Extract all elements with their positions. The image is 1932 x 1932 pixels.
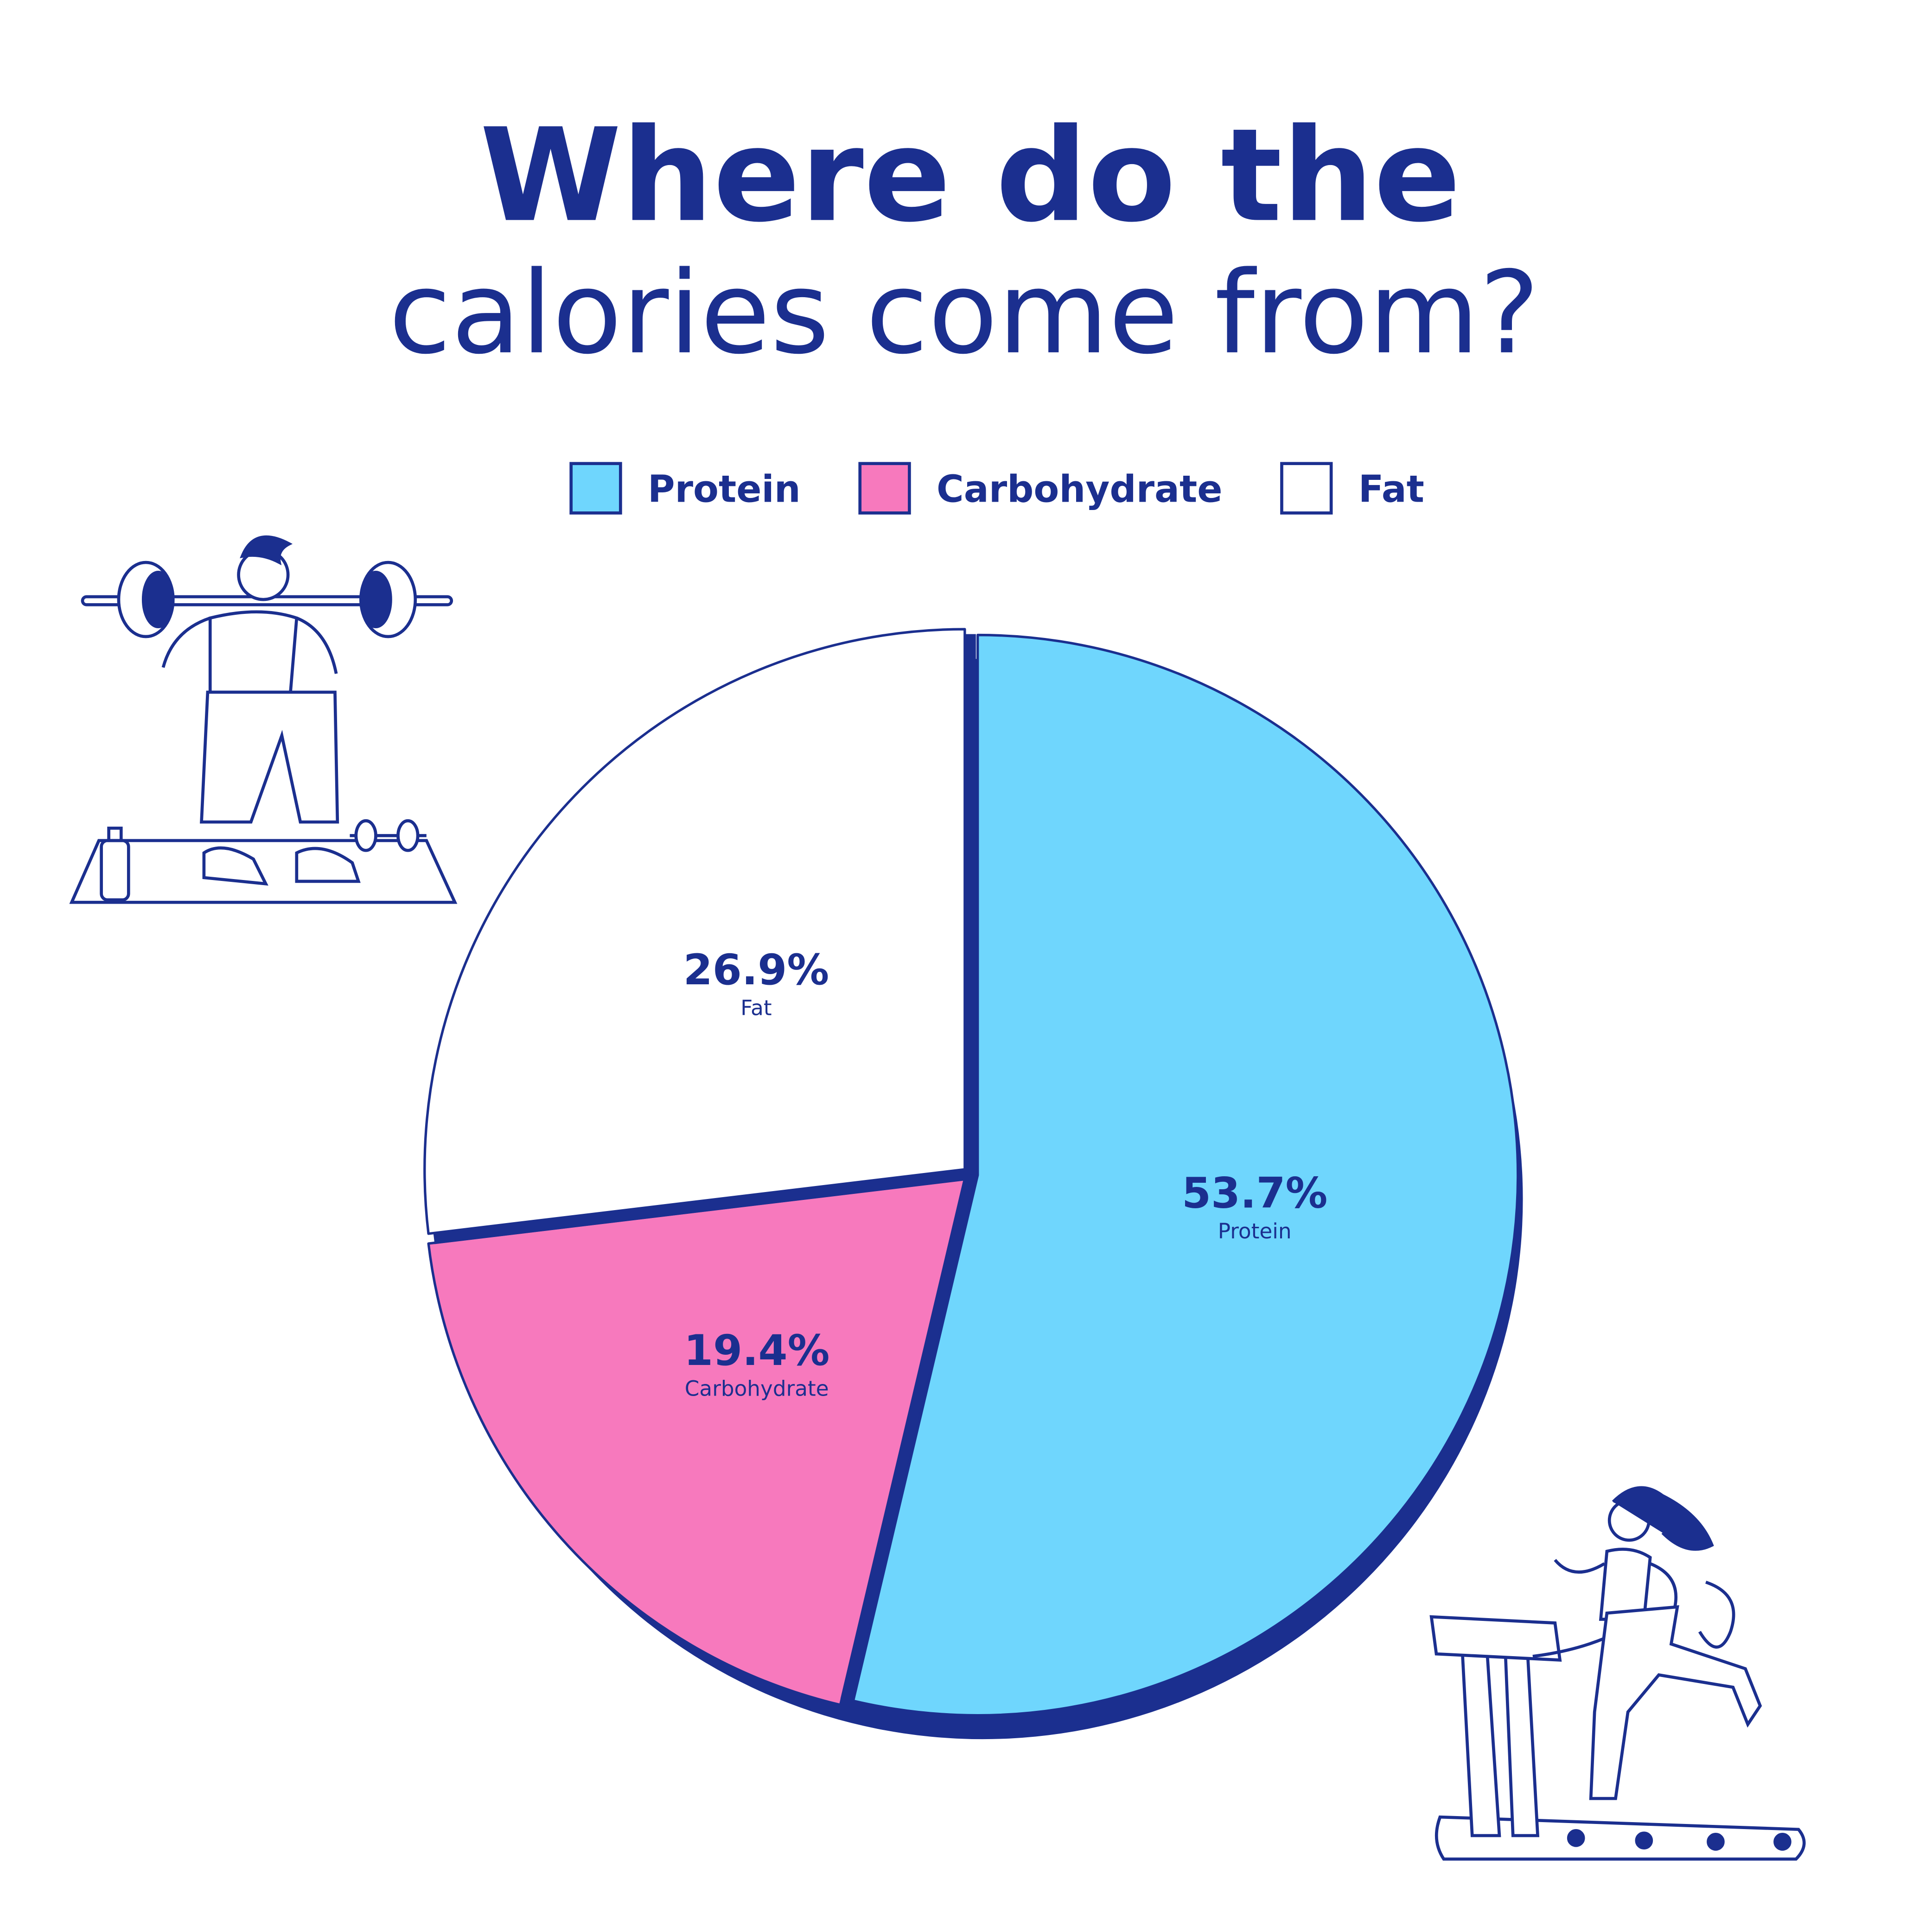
legend-label: Fat	[1358, 467, 1424, 510]
runner-illustration	[1429, 1486, 1806, 1861]
weightlifter-illustration	[69, 535, 458, 904]
legend-swatch	[569, 462, 622, 515]
pie-slice	[423, 628, 966, 1235]
slice-value-label: 26.9%	[683, 946, 829, 995]
slice-divider	[433, 1168, 971, 1244]
slice-value-label: 53.7%	[1182, 1169, 1327, 1218]
slice-value-label: 19.4%	[684, 1326, 829, 1375]
pie-slice	[852, 633, 1519, 1717]
pie-slice	[427, 1178, 966, 1706]
chart-subtitle: calories come from?	[389, 247, 1540, 379]
slice-divider	[840, 1173, 976, 1702]
legend-swatch	[858, 462, 911, 515]
slice-category-label: Fat	[740, 996, 772, 1020]
chart-title: Where do the	[480, 102, 1461, 251]
legend-swatch	[1280, 462, 1333, 515]
legend-label: Protein	[648, 467, 801, 510]
slice-category-label: Carbohydrate	[685, 1377, 829, 1401]
legend-label: Carbohydrate	[937, 467, 1222, 510]
slice-category-label: Protein	[1218, 1219, 1292, 1243]
